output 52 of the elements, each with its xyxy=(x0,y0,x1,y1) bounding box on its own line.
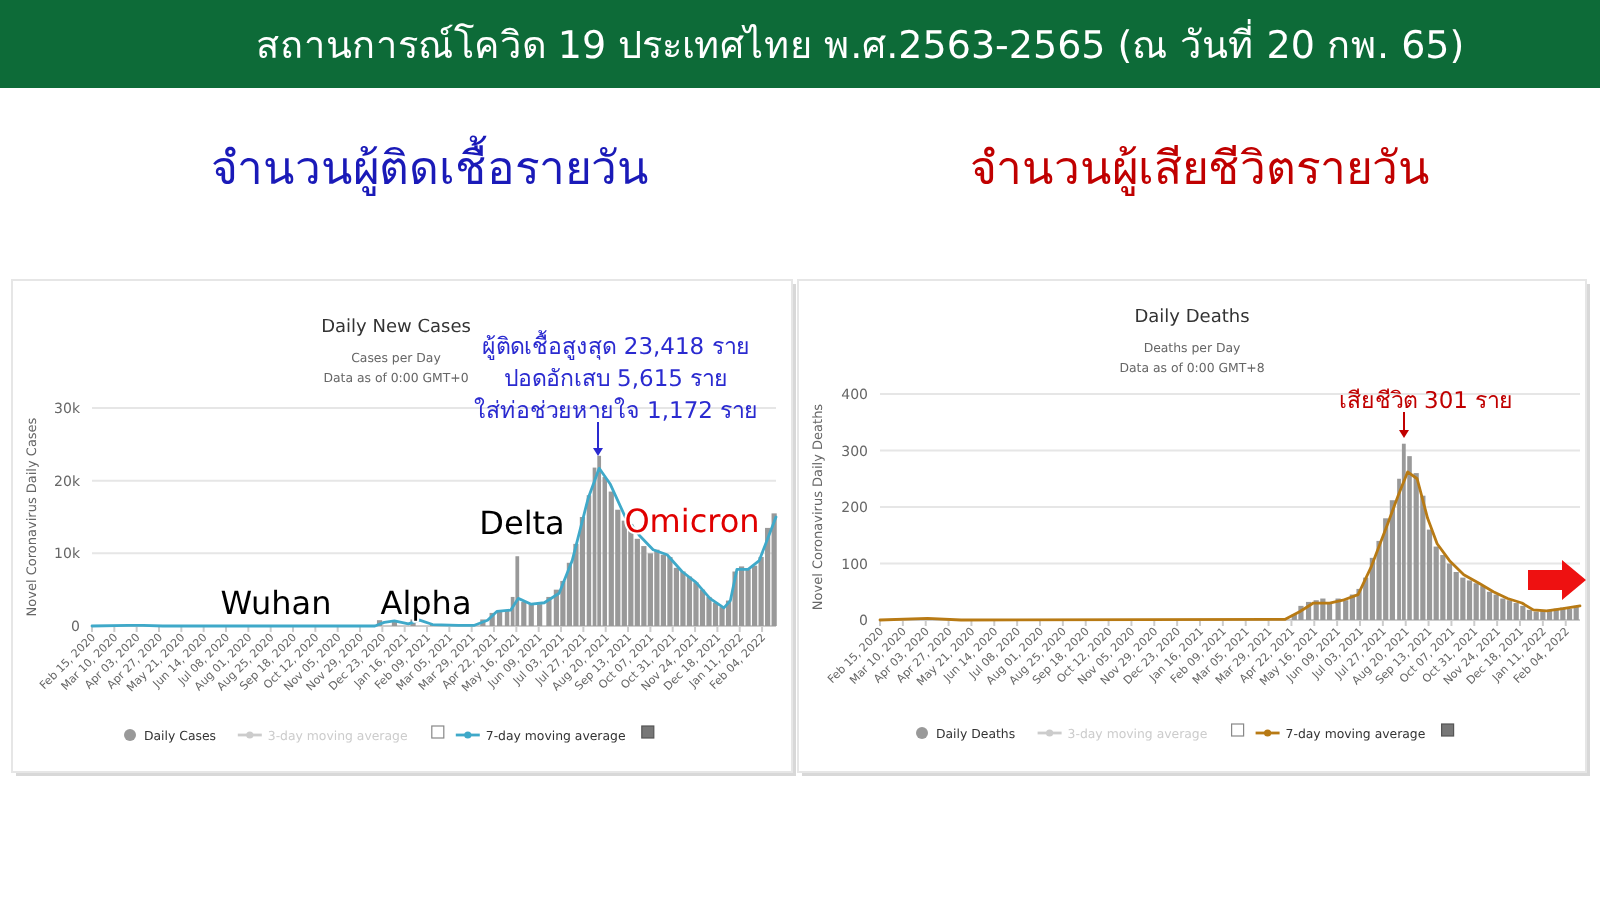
bar xyxy=(712,602,719,626)
bar xyxy=(1506,600,1513,620)
bar xyxy=(1460,577,1466,620)
bar xyxy=(693,582,699,626)
bar xyxy=(745,569,751,626)
bar xyxy=(647,553,653,626)
bar xyxy=(680,571,686,626)
bar xyxy=(1566,608,1573,620)
bar xyxy=(1446,563,1453,620)
bar xyxy=(667,556,673,626)
text: จำนวนผู้ติดเชื้อรายวัน xyxy=(211,136,649,196)
bar xyxy=(537,604,543,626)
bar xyxy=(1473,583,1479,620)
bar xyxy=(1500,598,1506,620)
bar xyxy=(1326,603,1333,620)
bar xyxy=(1493,594,1499,620)
bar xyxy=(1526,609,1533,620)
annotation: Wuhan xyxy=(220,584,332,622)
text: จำนวนผู้เสียชีวิตรายวัน xyxy=(970,144,1430,196)
bar xyxy=(660,554,666,626)
bar xyxy=(1533,611,1539,620)
annotation: Alpha xyxy=(380,584,472,622)
bar xyxy=(771,513,777,626)
text: ปอดอักเสบ 5,615 ราย xyxy=(503,364,729,392)
bar xyxy=(1453,571,1459,620)
annotation: เสียชีวิต 301 ราย xyxy=(1338,386,1514,414)
bar xyxy=(1480,586,1486,620)
bar xyxy=(1486,591,1493,620)
bar xyxy=(738,566,745,626)
annotation: Delta xyxy=(479,504,565,542)
chart-title: Daily New Cases xyxy=(321,318,472,338)
bar xyxy=(752,565,758,626)
bar xyxy=(686,576,693,626)
bar xyxy=(634,538,640,626)
chart-title: Daily Deaths xyxy=(1134,308,1251,328)
line-series xyxy=(90,466,778,628)
bar xyxy=(641,546,647,626)
text: ผู้ติดเชื้อสูงสุด 23,418 ราย xyxy=(482,330,750,360)
bar xyxy=(699,589,706,626)
bar xyxy=(1520,605,1526,620)
bar xyxy=(654,549,660,626)
bar xyxy=(1513,603,1519,620)
line-series xyxy=(878,470,1582,622)
bar xyxy=(528,604,534,626)
bar xyxy=(1343,600,1349,620)
annotation: ใส่ท่อช่วยหายใจ 1,172 ราย xyxy=(473,396,759,424)
bar xyxy=(1466,580,1473,620)
bar xyxy=(1440,555,1446,620)
annotation: Omicron xyxy=(624,502,760,540)
bar xyxy=(706,596,712,626)
bar xyxy=(719,607,725,626)
text: สถานการณ์โควิด 19 ประเทศไทย พ.ศ.2563-2565 (ณ วันที่ 20 กพ. 65) xyxy=(255,18,1465,68)
